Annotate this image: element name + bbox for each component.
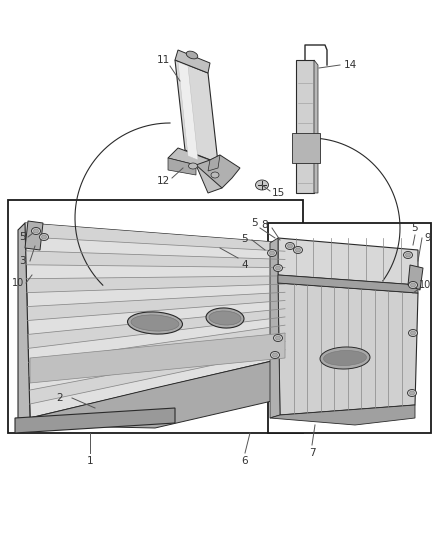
Polygon shape xyxy=(18,358,285,428)
Ellipse shape xyxy=(186,51,198,59)
Ellipse shape xyxy=(286,243,294,249)
Polygon shape xyxy=(25,223,285,251)
Polygon shape xyxy=(175,50,210,73)
Polygon shape xyxy=(196,155,240,188)
Bar xyxy=(268,223,431,433)
Ellipse shape xyxy=(320,347,370,369)
Polygon shape xyxy=(278,238,418,285)
Text: 1: 1 xyxy=(87,456,93,466)
Ellipse shape xyxy=(410,391,414,395)
Text: 10: 10 xyxy=(419,280,431,290)
Polygon shape xyxy=(168,158,196,175)
Text: 5: 5 xyxy=(412,223,418,233)
Text: 9: 9 xyxy=(425,233,431,243)
Ellipse shape xyxy=(272,353,278,357)
Polygon shape xyxy=(175,60,218,163)
Ellipse shape xyxy=(188,163,198,169)
Polygon shape xyxy=(178,62,198,160)
Polygon shape xyxy=(15,408,175,433)
Polygon shape xyxy=(314,60,318,193)
Text: 3: 3 xyxy=(19,256,25,266)
Polygon shape xyxy=(26,276,285,293)
Polygon shape xyxy=(29,342,285,404)
Polygon shape xyxy=(168,148,222,193)
Ellipse shape xyxy=(273,264,283,271)
Ellipse shape xyxy=(276,336,280,340)
Polygon shape xyxy=(28,325,285,376)
Ellipse shape xyxy=(276,266,280,270)
Ellipse shape xyxy=(211,172,219,178)
Ellipse shape xyxy=(287,244,293,248)
Ellipse shape xyxy=(42,235,46,239)
Polygon shape xyxy=(296,60,314,193)
Bar xyxy=(8,200,303,433)
Polygon shape xyxy=(27,292,285,320)
Polygon shape xyxy=(28,309,285,349)
Polygon shape xyxy=(208,155,220,171)
Ellipse shape xyxy=(409,281,417,288)
Text: 10: 10 xyxy=(12,278,24,288)
Ellipse shape xyxy=(39,233,49,240)
Ellipse shape xyxy=(32,228,40,235)
Ellipse shape xyxy=(407,390,417,397)
Polygon shape xyxy=(30,333,285,383)
Ellipse shape xyxy=(209,311,241,325)
Polygon shape xyxy=(270,238,280,418)
Polygon shape xyxy=(25,221,43,250)
Polygon shape xyxy=(25,223,285,418)
Ellipse shape xyxy=(403,252,413,259)
Ellipse shape xyxy=(131,315,179,331)
Text: 7: 7 xyxy=(309,448,315,458)
Polygon shape xyxy=(278,283,418,415)
Text: 15: 15 xyxy=(272,188,285,198)
Polygon shape xyxy=(292,133,320,163)
Text: 12: 12 xyxy=(156,176,170,186)
Text: 8: 8 xyxy=(261,220,268,230)
Ellipse shape xyxy=(296,248,300,252)
Ellipse shape xyxy=(206,308,244,328)
Ellipse shape xyxy=(324,351,367,366)
Text: 5: 5 xyxy=(19,232,25,242)
Text: 2: 2 xyxy=(57,393,64,403)
Ellipse shape xyxy=(273,335,283,342)
Ellipse shape xyxy=(293,246,303,254)
Ellipse shape xyxy=(268,249,276,256)
Ellipse shape xyxy=(127,312,183,334)
Ellipse shape xyxy=(410,331,416,335)
Ellipse shape xyxy=(271,351,279,359)
Polygon shape xyxy=(278,275,418,293)
Text: 11: 11 xyxy=(156,55,170,65)
Polygon shape xyxy=(26,251,285,268)
Ellipse shape xyxy=(255,180,268,190)
Text: 5: 5 xyxy=(252,218,258,228)
Polygon shape xyxy=(270,405,415,425)
Ellipse shape xyxy=(409,329,417,336)
Text: 14: 14 xyxy=(343,60,357,70)
Ellipse shape xyxy=(406,253,410,257)
Polygon shape xyxy=(408,265,423,290)
Ellipse shape xyxy=(269,251,275,255)
Ellipse shape xyxy=(410,283,416,287)
Polygon shape xyxy=(18,223,30,425)
Text: 4: 4 xyxy=(242,260,248,270)
Text: 6: 6 xyxy=(242,456,248,466)
Text: 5: 5 xyxy=(242,234,248,244)
Ellipse shape xyxy=(33,229,39,233)
